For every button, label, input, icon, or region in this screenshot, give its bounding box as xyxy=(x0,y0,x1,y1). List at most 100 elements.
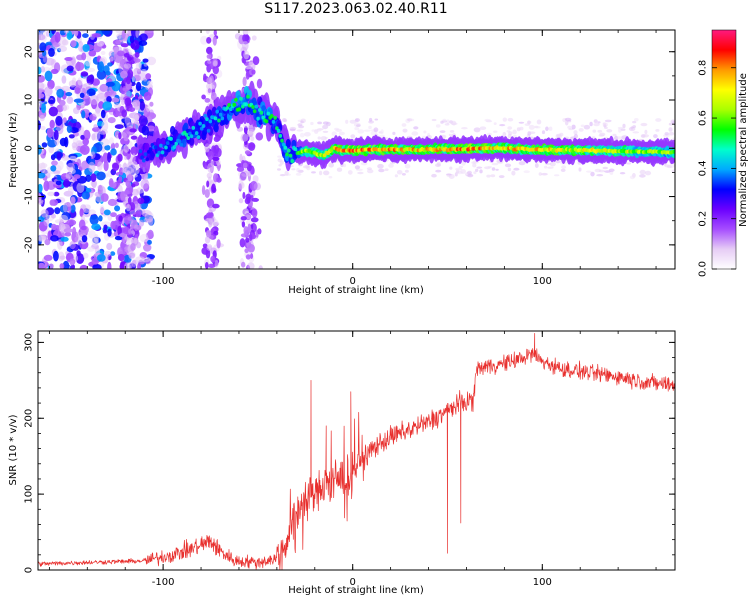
spectrogram-cell xyxy=(99,205,105,214)
spectrogram-cell xyxy=(55,180,62,186)
spectrogram-cell xyxy=(388,163,394,168)
spectrogram-cell xyxy=(104,250,112,257)
spectrogram-cell xyxy=(135,210,142,218)
spectrogram-cell xyxy=(191,125,196,130)
spectrogram-cell xyxy=(38,144,42,155)
spectrogram-cell xyxy=(48,106,58,117)
spectrogram-cell xyxy=(244,248,249,254)
spectrogram-cell xyxy=(140,179,150,189)
spectrogram-cell xyxy=(664,132,669,136)
spectrogram-cell xyxy=(243,125,248,135)
spectrogram-cell xyxy=(396,170,403,175)
spectrogram-cell xyxy=(56,104,64,113)
spectrogram-cell xyxy=(331,131,337,136)
spectrogram-cell xyxy=(116,33,122,40)
spectrogram-cell xyxy=(91,223,101,231)
spectrogram-cell xyxy=(70,260,74,266)
spectrogram-cell xyxy=(279,160,284,165)
spectrogram-cell xyxy=(357,171,364,175)
spectrogram-cell xyxy=(356,124,361,127)
spectrogram-cell xyxy=(131,259,137,268)
spectrogram-cell xyxy=(69,241,76,250)
spectrogram-cell xyxy=(159,143,163,148)
spectrogram-cell xyxy=(63,136,69,148)
spectrogram-cell xyxy=(82,252,89,259)
spectrogram-cell xyxy=(234,97,238,102)
spectrogram-cell xyxy=(68,80,77,88)
spectrogram-cell xyxy=(65,92,73,97)
spectrogram-cell xyxy=(209,75,214,85)
spectrogram-cell xyxy=(639,169,646,175)
spectrogram-cell xyxy=(71,226,77,238)
spectrogram-cell xyxy=(130,146,138,156)
snr-ticks: -100 0 100 0 100 200 300 xyxy=(24,331,675,588)
spectrogram-cell xyxy=(377,163,384,169)
spectrogram-cell xyxy=(490,174,496,178)
spectrogram-cell xyxy=(61,75,67,84)
spectrogram-cell xyxy=(251,105,255,109)
spectrogram-cell xyxy=(479,126,487,130)
spectrogram-cell xyxy=(124,89,131,99)
spectrogram-cell xyxy=(41,103,47,114)
spectrogram-cell xyxy=(442,118,447,123)
spectrogram-cell xyxy=(127,173,133,182)
spectrogram-cell xyxy=(70,40,77,48)
spectrogram-cell xyxy=(373,127,379,133)
spectrogram-cell xyxy=(357,129,365,134)
spectrogram-cell xyxy=(133,120,140,130)
spectrogram-cell xyxy=(578,167,582,172)
spectrogram-cell xyxy=(283,145,288,150)
spectrogram-cell xyxy=(449,130,455,133)
spectrogram-cell xyxy=(120,100,126,106)
spectrogram-cell xyxy=(133,57,137,62)
spectrogram-cell xyxy=(634,118,639,122)
spectrogram-cell xyxy=(165,141,170,146)
spectrogram-cell xyxy=(43,254,53,261)
spectrogram-cell xyxy=(57,160,64,171)
spectrogram-cell xyxy=(242,191,246,200)
spectrogram-cell xyxy=(479,169,483,174)
spectrogram-cell xyxy=(65,172,73,179)
spectrogram-cell xyxy=(145,157,149,162)
spectrogram-cell xyxy=(39,114,45,122)
spectrogram-cell xyxy=(245,254,251,260)
spectrogram-cell xyxy=(618,128,622,133)
spectrogram-cell xyxy=(211,221,220,227)
spectrogram-cell xyxy=(120,43,129,48)
spectrogram-cell xyxy=(38,262,46,269)
spectrogram-cell xyxy=(640,122,648,127)
spectrogram-cell xyxy=(82,44,90,52)
spectrogram-cell xyxy=(498,175,505,179)
spectrogram-cell xyxy=(467,173,474,178)
spectrogram-cell xyxy=(439,130,446,134)
spectrogram-cell xyxy=(311,171,316,174)
spectrogram-cell xyxy=(38,234,47,241)
spectrogram-cell xyxy=(63,179,70,188)
spectrogram-cell xyxy=(573,130,578,135)
spectrogram-cell xyxy=(247,262,255,269)
spectrogram-cell xyxy=(114,124,124,129)
spectrogram-cell xyxy=(598,134,605,137)
spectrogram-cell xyxy=(238,180,244,190)
spectrogram-cell xyxy=(534,163,539,168)
spectrogram-cell xyxy=(94,246,100,258)
spectrogram-y-axis-label: Frequency (Hz) xyxy=(8,112,19,188)
spectrogram-cell xyxy=(211,183,216,193)
spectrogram-cell xyxy=(53,170,61,175)
spectrogram-cell xyxy=(88,161,96,173)
spectrogram-cell xyxy=(511,170,516,176)
spectrogram-cell xyxy=(461,160,466,166)
spectrogram-cell xyxy=(279,174,286,177)
spectrogram-cell xyxy=(108,178,114,188)
spectrogram-cell xyxy=(258,265,263,269)
colorbar-tick-label: 0.2 xyxy=(698,211,709,227)
spectrogram-cell xyxy=(107,228,112,237)
spectrogram-cell xyxy=(593,122,600,127)
spectrogram-cell xyxy=(518,161,526,166)
spectrogram-cell xyxy=(326,121,331,127)
spectrogram-cell xyxy=(207,163,214,173)
spectrogram-cell xyxy=(133,237,139,246)
spectrogram-cell xyxy=(81,225,87,231)
spectrogram-cell xyxy=(242,34,248,42)
spectrogram-cell xyxy=(304,164,311,169)
